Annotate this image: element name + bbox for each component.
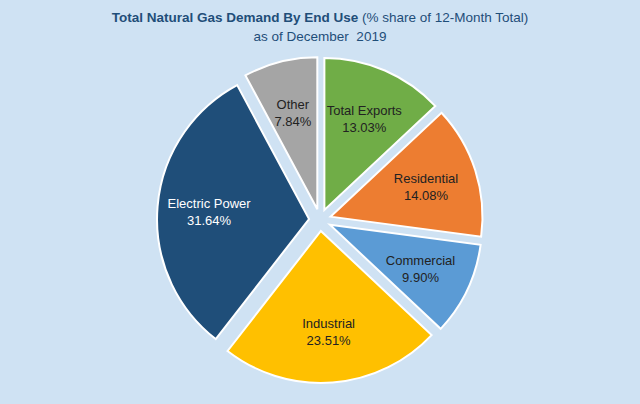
title-bold: Total Natural Gas Demand By End Use xyxy=(112,10,362,25)
subtitle: as of December 2019 xyxy=(254,29,387,44)
data-label: 23.51% xyxy=(307,333,352,348)
category-label: Residential xyxy=(394,171,458,186)
data-label: 13.03% xyxy=(342,120,387,135)
title: Total Natural Gas Demand By End Use (% s… xyxy=(112,10,529,25)
slices xyxy=(157,57,482,383)
data-label: 31.64% xyxy=(187,213,232,228)
data-label: 14.08% xyxy=(404,188,449,203)
category-label: Other xyxy=(277,97,310,112)
labels: Total Exports 13.03% Residential 14.08% Comm… xyxy=(168,97,459,348)
data-label: 9.90% xyxy=(402,270,439,285)
category-label: Electric Power xyxy=(168,196,252,211)
title-rest: (% share of 12-Month Total) xyxy=(362,10,528,25)
background xyxy=(0,0,640,404)
category-label: Commercial xyxy=(386,253,455,268)
chart: Total Natural Gas Demand By End Use (% s… xyxy=(0,0,640,404)
slice xyxy=(245,57,317,209)
data-label: 7.84% xyxy=(274,114,311,129)
category-label: Industrial xyxy=(302,316,355,331)
slice xyxy=(330,113,482,237)
category-label: Total Exports xyxy=(327,103,403,118)
